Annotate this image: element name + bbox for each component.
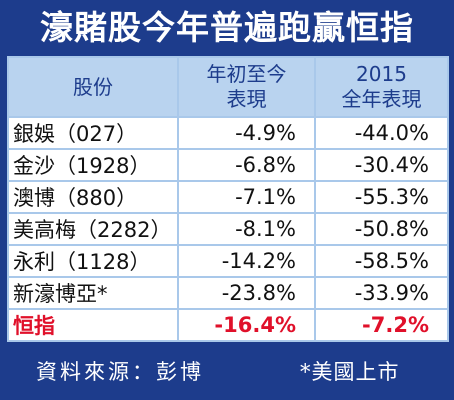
- stock-name: 澳博（880）: [7, 180, 179, 214]
- header-line: 表現: [226, 87, 267, 111]
- title: 濠賭股今年普遍跑贏恒指: [40, 8, 414, 47]
- value-cell: -58.5%: [314, 244, 449, 278]
- header-line: 2015: [356, 62, 407, 86]
- stock-name: 永利（1128）: [7, 244, 179, 278]
- header-cell: 年初至今 表現: [177, 56, 316, 118]
- table: 股份 年初至今 表現 2015 全年表現 銀娛（027） -4.9% -44.0% 金沙（19…: [7, 56, 449, 342]
- row: 金沙（1928） -6.8% -30.4%: [7, 148, 449, 182]
- row: 永利（1128） -14.2% -58.5%: [7, 244, 449, 278]
- value-cell: -55.3%: [314, 180, 449, 214]
- source: 資料來源：彭博: [36, 360, 204, 384]
- row: 恒指 -16.4% -7.2%: [7, 308, 449, 342]
- value-cell: -4.9%: [177, 116, 316, 150]
- stock-name: 金沙（1928）: [7, 148, 179, 182]
- stock-name: 新濠博亞*: [7, 276, 179, 310]
- value-cell: -23.8%: [177, 276, 316, 310]
- stock-name: 美高梅（2282）: [7, 212, 179, 246]
- value-cell: -8.1%: [177, 212, 316, 246]
- value-cell: -33.9%: [314, 276, 449, 310]
- stock-name: 銀娛（027）: [7, 116, 179, 150]
- value-cell: -50.8%: [314, 212, 449, 246]
- row: 新濠博亞* -23.8% -33.9%: [7, 276, 449, 310]
- header-line: 全年表現: [341, 87, 422, 111]
- value-cell: -16.4%: [177, 308, 316, 342]
- value-cell: -30.4%: [314, 148, 449, 182]
- value-cell: -6.8%: [177, 148, 316, 182]
- header-cell: 2015 全年表現: [314, 56, 449, 118]
- value-cell: -7.2%: [314, 308, 449, 342]
- value-cell: -44.0%: [314, 116, 449, 150]
- stock-name: 恒指: [7, 308, 179, 342]
- footer: 資料來源：彭博 *美國上市: [0, 352, 454, 392]
- row: 澳博（880） -7.1% -55.3%: [7, 180, 449, 214]
- header-line: 年初至今: [206, 62, 287, 86]
- header-row: 股份 年初至今 表現 2015 全年表現: [7, 56, 449, 118]
- row: 銀娛（027） -4.9% -44.0%: [7, 116, 449, 150]
- note: *美國上市: [300, 360, 400, 384]
- value-cell: -14.2%: [177, 244, 316, 278]
- row: 美高梅（2282） -8.1% -50.8%: [7, 212, 449, 246]
- header-cell: 股份: [7, 56, 179, 118]
- value-cell: -7.1%: [177, 180, 316, 214]
- header-line: 股份: [73, 74, 113, 99]
